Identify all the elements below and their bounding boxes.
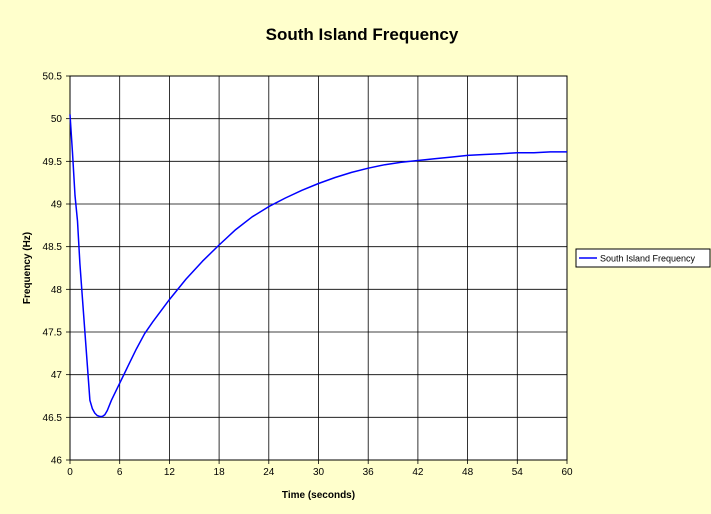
x-tick-label: 12 xyxy=(164,467,176,478)
y-tick-label: 50.5 xyxy=(43,72,63,83)
series-layer xyxy=(69,114,567,418)
x-axis-label: Time (seconds) xyxy=(282,490,355,501)
legend-box xyxy=(575,248,711,268)
y-tick-label: 48 xyxy=(51,285,63,296)
x-tick-label: 54 xyxy=(512,467,524,478)
legend-label: South Island Frequency xyxy=(600,254,696,264)
y-tick-label: 48.5 xyxy=(43,242,63,253)
y-tick-label: 49.5 xyxy=(43,157,63,168)
x-tick-label: 24 xyxy=(263,467,275,478)
y-tick-label: 47 xyxy=(51,370,63,381)
x-tick-label: 60 xyxy=(561,467,573,478)
x-tick-label: 0 xyxy=(67,467,73,478)
y-axis-label: Frequency (Hz) xyxy=(22,232,33,304)
y-tick-label: 50 xyxy=(51,114,63,125)
x-tick-label: 30 xyxy=(313,467,325,478)
y-tick-label: 47.5 xyxy=(43,328,63,339)
x-tick-label: 6 xyxy=(117,467,123,478)
y-tick-label: 46 xyxy=(51,456,63,467)
x-tick-label: 36 xyxy=(363,467,375,478)
x-tick-label: 18 xyxy=(214,467,226,478)
x-tick-label: 48 xyxy=(462,467,474,478)
y-tick-label: 49 xyxy=(51,200,63,211)
series-line xyxy=(69,114,567,418)
chart-title: South Island Frequency xyxy=(266,25,459,44)
plot-border xyxy=(69,75,568,461)
axes: 0 6 12 18 24 30 36 42 48 54 60 46 46.5 47 47.5 48 48.5 49… xyxy=(43,72,573,479)
legend: South Island Frequency xyxy=(575,248,711,268)
y-tick-label: 46.5 xyxy=(43,413,63,424)
x-tick-label: 42 xyxy=(412,467,424,478)
